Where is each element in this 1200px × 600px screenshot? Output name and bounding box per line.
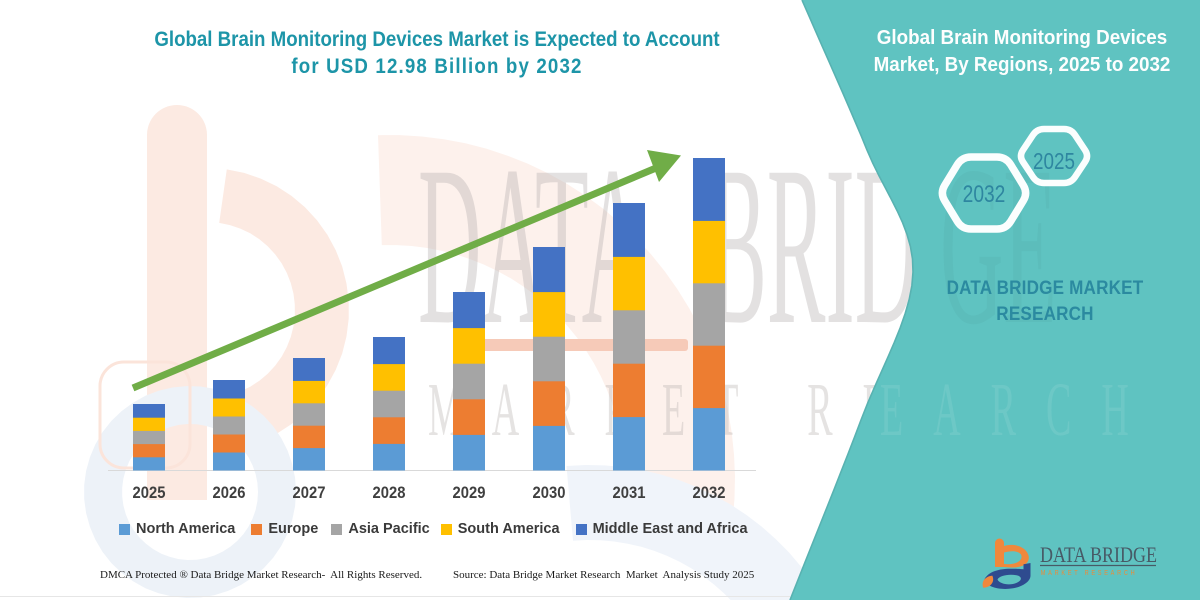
svg-text:MARKET RESEARCH: MARKET RESEARCH — [1041, 569, 1138, 577]
svg-text:DATA BRIDGE: DATA BRIDGE — [1040, 543, 1157, 567]
